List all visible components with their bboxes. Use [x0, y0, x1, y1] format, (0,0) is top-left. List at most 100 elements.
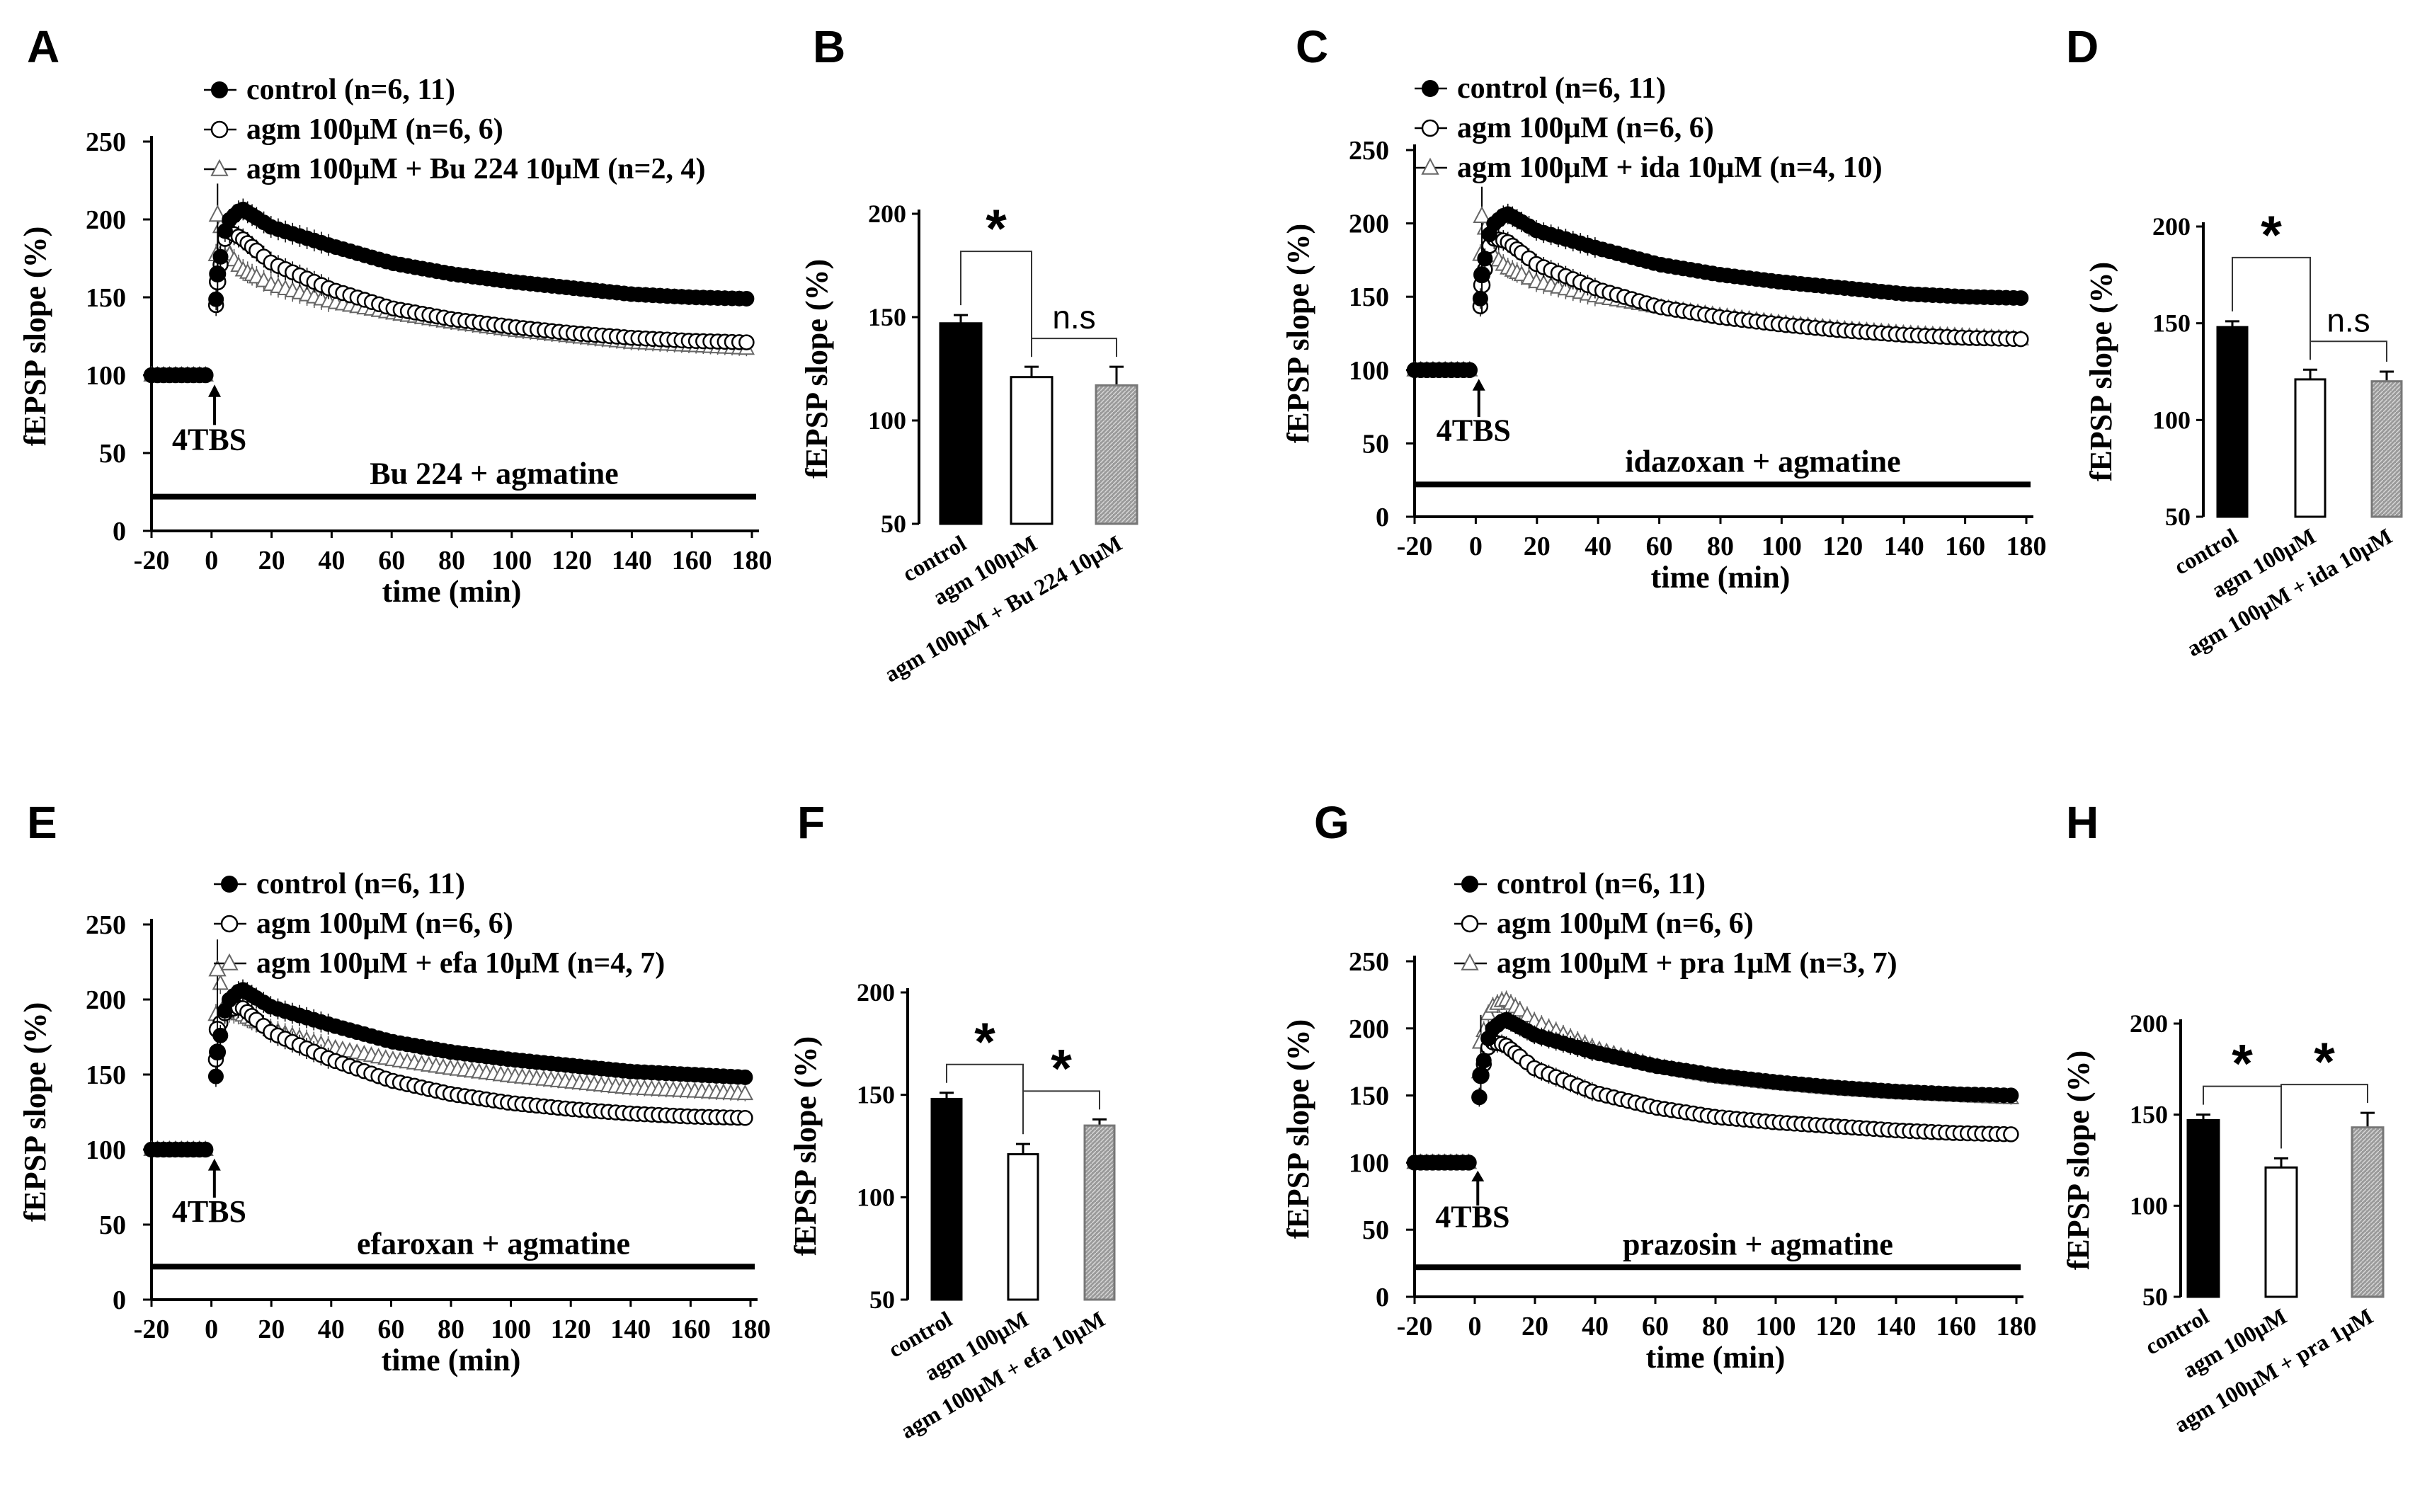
x-tick-label: 120: [551, 1315, 591, 1344]
y-tick-label: 100: [86, 361, 126, 391]
y-axis-title: fEPSP slope (%): [2084, 262, 2118, 481]
stimulus-arrow-head: [208, 384, 222, 397]
x-tick-label: 60: [377, 1315, 404, 1344]
legend-marker-open-circle: [220, 915, 239, 933]
y-tick-label: 150: [2130, 1101, 2168, 1129]
y-tick-label: 0: [113, 517, 126, 546]
panel-letter-E: E: [27, 797, 57, 848]
y-tick-label: 0: [1376, 503, 1389, 532]
legend-entry: control (n=6, 11): [1457, 72, 1666, 105]
legend-marker-filled-circle: [1461, 876, 1478, 893]
legend-marker-open-triangle: [210, 159, 229, 176]
significance-bracket: *: [946, 1012, 1024, 1135]
data-point: [1473, 266, 1491, 284]
x-tick-label: 40: [1582, 1312, 1609, 1341]
y-tick-label: 100: [86, 1135, 126, 1165]
data-point: [207, 1068, 224, 1084]
data-point: [198, 367, 214, 383]
x-tick-label: 40: [1585, 532, 1611, 561]
data-point: [212, 248, 229, 265]
significance-ns: n.s: [2327, 302, 2370, 338]
x-tick-label: 140: [610, 1315, 651, 1344]
significance-bracket: *: [960, 199, 1032, 357]
y-tick-label: 100: [1349, 356, 1389, 386]
x-tick-label: 160: [670, 1315, 711, 1344]
significance-bracket: n.s: [1031, 299, 1117, 357]
x-axis-title: time (min): [1646, 1340, 1786, 1375]
y-tick-label: 100: [2152, 406, 2191, 434]
series-open-circle: [1406, 228, 2029, 379]
data-point: [2012, 331, 2029, 348]
y-tick-label: 50: [2142, 1283, 2168, 1311]
data-point: [1461, 1155, 1477, 1171]
data-point: [208, 205, 227, 222]
drug-bar-label: idazoxan + agmatine: [1625, 444, 1900, 479]
data-point: [736, 1084, 754, 1101]
x-tick-label: 100: [1762, 532, 1802, 561]
legend-entry: control (n=6, 11): [1497, 868, 1706, 900]
x-axis-title: time (min): [1651, 560, 1791, 595]
stimulus-arrow-head: [207, 1158, 221, 1171]
x-tick-label: 160: [1936, 1312, 1977, 1341]
x-tick-label: 60: [1642, 1312, 1669, 1341]
y-tick-label: 200: [2152, 212, 2191, 241]
bracket-line: [1031, 338, 1117, 357]
legend-marker-open-circle: [1461, 915, 1479, 933]
data-point: [212, 974, 229, 990]
significance-star: *: [2314, 1032, 2335, 1092]
x-tick-label: 80: [438, 546, 465, 575]
x-tick-label: -20: [134, 546, 170, 575]
x-tick-label: 100: [491, 546, 532, 575]
x-tick-label: 60: [1646, 532, 1673, 561]
x-tick-label: 180: [2006, 532, 2047, 561]
data-point: [1480, 1004, 1497, 1021]
data-point: [1473, 205, 1491, 224]
bar: [1007, 1153, 1039, 1301]
y-tick-label: 200: [868, 200, 906, 228]
significance-star: *: [2232, 1034, 2253, 1094]
data-point: [737, 1110, 753, 1126]
legend-marker-filled-circle: [221, 876, 238, 893]
data-point: [1519, 1006, 1536, 1022]
data-point: [1472, 290, 1488, 307]
y-axis-title: fEPSP slope (%): [1281, 1019, 1315, 1239]
bar: [2351, 1126, 2385, 1298]
significance-star: *: [974, 1012, 995, 1072]
x-tick-label: 80: [1702, 1312, 1729, 1341]
y-axis-title: fEPSP slope (%): [1281, 224, 1315, 443]
x-tick-label: 120: [552, 546, 592, 575]
significance-bracket: *: [2232, 205, 2311, 360]
y-tick-label: 250: [1349, 136, 1389, 166]
line-chart-G: G 0 50 100 150 200 250 -20 0 20 40 60 80 100 120 140 160…: [1281, 797, 2037, 1375]
data-point: [738, 291, 755, 307]
y-tick-label: 200: [1349, 210, 1389, 239]
y-tick-label: 200: [1349, 1014, 1389, 1044]
data-point: [1512, 1001, 1529, 1017]
data-point: [1472, 1067, 1490, 1084]
panel-letter-G: G: [1314, 797, 1349, 848]
y-axis-title: fEPSP slope (%): [799, 259, 834, 479]
x-tick-label: 20: [1524, 532, 1551, 561]
y-tick-label: 200: [86, 205, 126, 235]
panel-letter-A: A: [27, 21, 59, 72]
data-point: [209, 265, 227, 282]
x-axis-title: time (min): [382, 574, 522, 609]
data-point: [737, 1069, 753, 1085]
bracket-line: [1022, 1090, 1100, 1135]
y-tick-label: 100: [2130, 1191, 2168, 1220]
line-chart-A: A 0 50 100 150 200 250 -20 0 20 40 60 80 100 120 140 160…: [18, 21, 772, 609]
legend-marker-open-triangle: [1421, 157, 1439, 175]
y-tick-label: 100: [1349, 1148, 1389, 1178]
bar: [930, 1097, 963, 1301]
legend-entry: agm 100μM (n=6, 6): [1457, 112, 1714, 144]
panel-letter-H: H: [2066, 797, 2099, 848]
legend-marker-open-circle: [1421, 119, 1439, 137]
legend: control (n=6, 11) agm 100μM (n=6, 6) agm 1…: [204, 74, 705, 185]
bar: [2216, 326, 2249, 518]
data-point: [2013, 290, 2029, 307]
legend-entry: agm 100μM + pra 1μM (n=3, 7): [1497, 947, 1897, 980]
bar: [939, 322, 983, 525]
data-point: [212, 1027, 229, 1043]
